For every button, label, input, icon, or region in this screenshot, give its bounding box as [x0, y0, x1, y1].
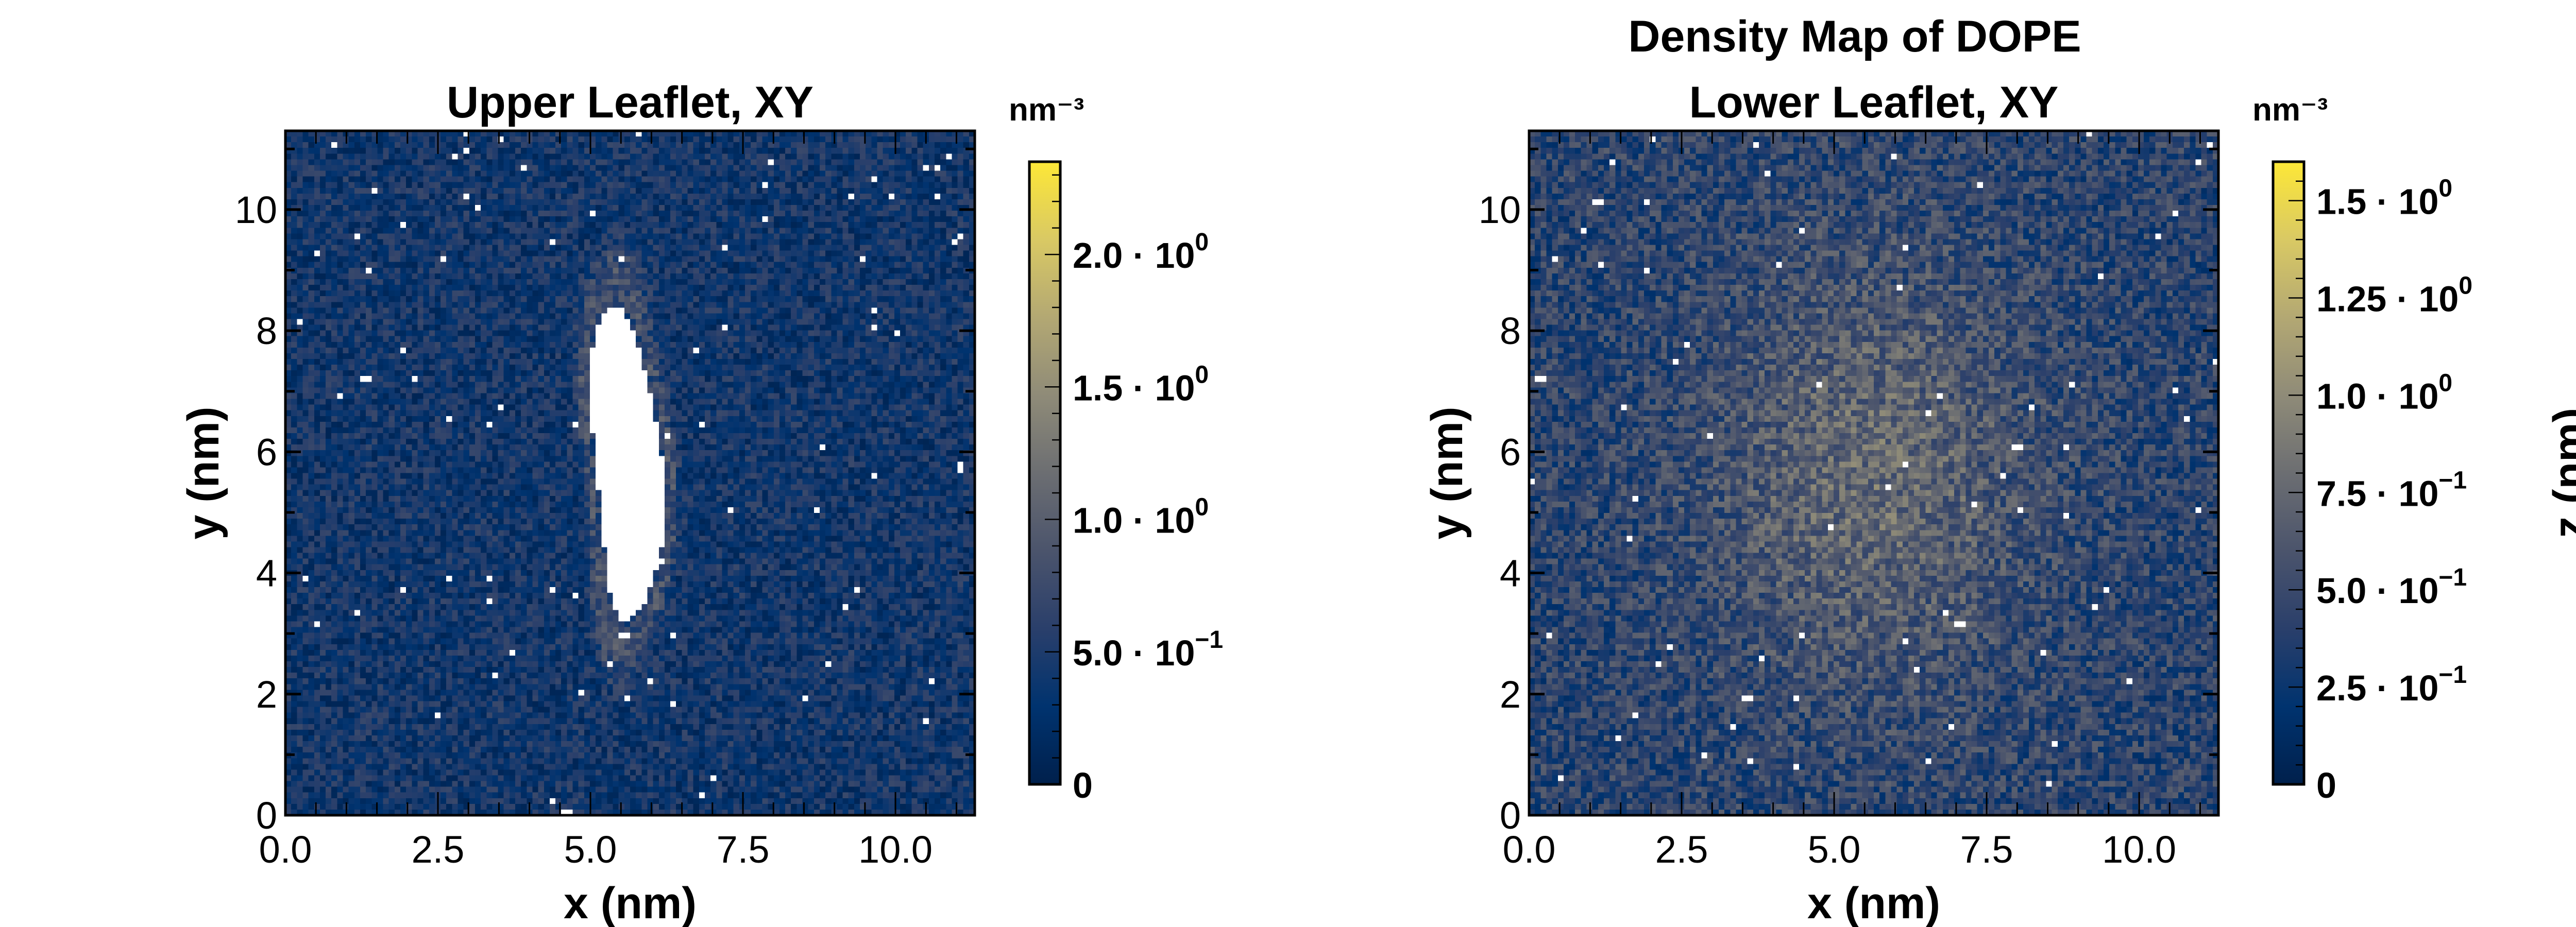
panel-title: Upper Leaflet, XY: [447, 78, 814, 127]
axes-frame: [284, 129, 976, 817]
colorbar-tick-label: 5.0 · 10−1: [1073, 626, 1223, 673]
y-tick-label: 4: [256, 552, 277, 595]
colorbar-tick-mantissa: 1.5 · 10: [1073, 368, 1195, 408]
colorbar-tick-exponent: 0: [1195, 494, 1209, 521]
y-axis-label: y (nm): [179, 407, 228, 540]
y-tick-label: 10: [235, 188, 277, 231]
colorbar-tick-exponent: 0: [1195, 361, 1209, 388]
y-tick-label: 2: [1500, 673, 1521, 716]
y-tick-label: 8: [256, 310, 277, 352]
x-tick-label: 7.5: [1960, 828, 2013, 871]
y-tick-label: 6: [1500, 431, 1521, 473]
x-tick-label: 7.5: [717, 828, 770, 871]
y-tick-label: 0: [256, 794, 277, 837]
colorbar-unit-label: nm⁻³: [2252, 92, 2328, 128]
colorbar-tick-exponent: −1: [2438, 467, 2467, 494]
colorbar-tick-mantissa: 1.25 · 10: [2316, 279, 2459, 319]
y-axis-label: z (nm): [2545, 408, 2576, 538]
colorbar-tick-mantissa: 2.0 · 10: [1073, 235, 1195, 276]
colorbar-tick-label: 1.5 · 100: [1073, 361, 1209, 408]
colorbar-tick-mantissa: 7.5 · 10: [2316, 473, 2438, 513]
colorbar-tick-exponent: 0: [1195, 229, 1209, 256]
panel-title: Lower Leaflet, XY: [1689, 78, 2059, 127]
y-tick-label: 10: [1479, 188, 1521, 231]
colorbar-tick-label: 7.5 · 10−1: [2316, 467, 2467, 513]
colorbar-tick-label: 2.0 · 100: [1073, 229, 1209, 276]
x-tick-label: 5.0: [564, 828, 617, 871]
colorbar-tick-label: 1.25 · 100: [2316, 272, 2472, 319]
heatmap-lower-leaflet: [1529, 131, 2218, 815]
colorbar-tick-exponent: −1: [1195, 626, 1223, 654]
colorbar-tick-label: 1.0 · 100: [2316, 369, 2452, 416]
colorbar-upper-leaflet: [1028, 160, 1062, 786]
colorbar-tick-exponent: 0: [2438, 369, 2452, 397]
colorbar-tick-label: 5.0 · 10−1: [2316, 564, 2467, 611]
y-tick-label: 8: [1500, 310, 1521, 352]
colorbar-tick-exponent: −1: [2438, 564, 2467, 591]
colorbar-tick-mantissa: 5.0 · 10: [2316, 571, 2438, 611]
y-tick-label: 4: [1500, 552, 1521, 595]
colorbar-unit-label: nm⁻³: [1009, 92, 1084, 128]
colorbar-tick-mantissa: 0: [1073, 765, 1093, 805]
x-axis-label: x (nm): [1807, 879, 1940, 927]
y-tick-label: 2: [256, 673, 277, 716]
x-tick-label: 10.0: [858, 828, 933, 871]
heatmap-upper-leaflet: [285, 131, 975, 815]
x-tick-label: 2.5: [1655, 828, 1708, 871]
y-axis-label: y (nm): [1422, 407, 1472, 540]
x-tick-label: 10.0: [2102, 828, 2176, 871]
panel-lower-leaflet: 0.0 2.5 5.0 7.5 10.0 0 2 4 6 8 10 Lower Leaflet, XY…: [1422, 78, 2472, 927]
colorbar-tick-mantissa: 1.0 · 10: [1073, 501, 1195, 541]
y-tick-label: 0: [1500, 794, 1521, 837]
y-tick-label: 6: [256, 431, 277, 473]
colorbar-tick-mantissa: 1.0 · 10: [2316, 376, 2438, 416]
x-axis-label: x (nm): [564, 879, 697, 927]
colorbar-tick-mantissa: 5.0 · 10: [1073, 633, 1195, 673]
colorbar-tick-label: 1.5 · 100: [2316, 175, 2452, 222]
colorbar-tick-exponent: −1: [2438, 661, 2467, 689]
colorbar-tick-mantissa: 0: [2316, 765, 2336, 805]
x-tick-label: 0.0: [259, 828, 312, 871]
axes-frame: [1528, 129, 2220, 817]
colorbar-tick-label: 0: [1073, 765, 1093, 805]
x-tick-label: 0.0: [1503, 828, 1556, 871]
colorbar-tick-mantissa: 2.5 · 10: [2316, 668, 2438, 708]
colorbar-tick-exponent: 0: [2459, 272, 2472, 299]
colorbar-tick-label: 0: [2316, 765, 2336, 805]
figure-suptitle: Density Map of DOPE: [1628, 12, 2081, 61]
x-tick-label: 5.0: [1808, 828, 1861, 871]
x-tick-label: 2.5: [412, 828, 465, 871]
panel-upper-leaflet: 0.0 2.5 5.0 7.5 10.0 0 2 4 6 8 10 Upper Leaflet, XY…: [179, 78, 1223, 927]
colorbar-tick-mantissa: 1.5 · 10: [2316, 182, 2438, 222]
colorbar-tick-label: 1.0 · 100: [1073, 494, 1209, 541]
colorbar-tick-label: 2.5 · 10−1: [2316, 661, 2467, 708]
colorbar-tick-exponent: 0: [2438, 175, 2452, 202]
